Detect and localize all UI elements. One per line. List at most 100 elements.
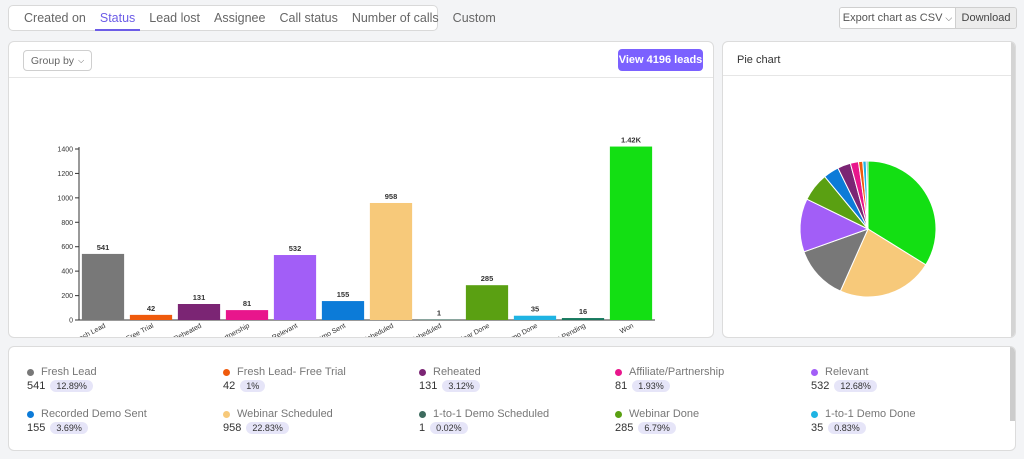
bar-1	[129, 314, 173, 320]
legend-item-header: Relevant	[811, 366, 1001, 378]
pie-slice-1	[839, 228, 927, 298]
y-tick-label: 1400	[57, 147, 73, 154]
data-label: 35	[531, 305, 539, 314]
legend-item-header: Webinar Done	[615, 408, 805, 420]
legend-item[interactable]: Affiliate/Partnership 81 1.93%	[615, 366, 805, 392]
export-format-select[interactable]: Export chart as CSV ⌵	[840, 8, 956, 28]
legend-color-dot	[811, 410, 818, 418]
pie-slice-0	[867, 160, 937, 266]
x-tick-label: Payment Pending	[535, 323, 587, 337]
pie-chart-title: Pie chart	[723, 42, 1015, 76]
legend-item-name: Webinar Scheduled	[237, 408, 333, 420]
legend-color-dot	[27, 368, 34, 376]
scrollbar[interactable]	[1010, 347, 1015, 421]
legend-color-dot	[223, 410, 230, 418]
y-tick-label: 400	[61, 269, 73, 276]
bar-9	[513, 315, 557, 320]
legend-item-name: Fresh Lead	[41, 366, 97, 378]
x-tick-label: Relevant	[271, 323, 299, 337]
data-label: 81	[243, 299, 251, 308]
legend-color-dot	[615, 410, 622, 418]
data-label: 16	[579, 307, 587, 316]
legend-item-count: 81	[615, 380, 628, 392]
tab-lead-lost[interactable]: Lead lost	[149, 11, 201, 25]
legend-color-dot	[419, 368, 426, 376]
bar-chart: 0 200 400 600 800 1000 1200 1400 541 Fresh Lead 42…	[57, 136, 655, 337]
bar-chart-header: Group by ⌵ View 4196 leads	[9, 42, 713, 78]
legend-color-dot	[615, 368, 622, 376]
legend-item-stats: 285 6.79%	[615, 422, 805, 434]
pie-chart	[799, 160, 937, 298]
x-tick-label: Fresh Lead	[72, 323, 107, 337]
legend-item[interactable]: Reheated 131 3.12%	[419, 366, 609, 392]
legend-item-stats: 958 22.83%	[223, 422, 413, 434]
legend-item-header: Recorded Demo Sent	[27, 408, 217, 420]
tab-assignee[interactable]: Assignee	[214, 11, 266, 25]
legend-item[interactable]: Fresh Lead- Free Trial 42 1%	[223, 366, 413, 392]
legend-item-name: Reheated	[433, 366, 481, 378]
legend-item-stats: 1 0.02%	[419, 422, 609, 434]
legend-item[interactable]: Webinar Scheduled 958 22.83%	[223, 408, 413, 434]
legend-item-count: 532	[811, 380, 830, 392]
legend-item-percent-badge: 1%	[240, 380, 266, 392]
legend-item-percent-badge: 12.89%	[50, 380, 93, 392]
download-button[interactable]: Download	[956, 8, 1016, 28]
legend-item-count: 541	[27, 380, 46, 392]
tab-call-status[interactable]: Call status	[279, 11, 338, 25]
x-tick-label: Won	[619, 323, 635, 336]
y-tick-label: 600	[61, 244, 73, 251]
legend-item[interactable]: 1-to-1 Demo Done 35 0.83%	[811, 408, 1001, 434]
legend-item-count: 958	[223, 422, 242, 434]
tab-number-of-calls[interactable]: Number of calls	[351, 11, 439, 25]
bar-chart-panel: Group by ⌵ View 4196 leads 0 200 400 600 800…	[8, 41, 714, 338]
legend-item-stats: 131 3.12%	[419, 380, 609, 392]
legend-item[interactable]: 1-to-1 Demo Scheduled 1 0.02%	[419, 408, 609, 434]
legend-color-dot	[27, 410, 34, 418]
tab-custom[interactable]: Custom	[452, 11, 496, 25]
legend-item[interactable]: Webinar Done 285 6.79%	[615, 408, 805, 434]
legend-item[interactable]: Fresh Lead 541 12.89%	[27, 366, 217, 392]
x-tick-label: Reheated	[173, 323, 203, 337]
legend-color-dot	[811, 368, 818, 376]
legend-item-percent-badge: 0.02%	[430, 422, 468, 434]
legend-item-stats: 35 0.83%	[811, 422, 1001, 434]
bar-5	[321, 301, 365, 320]
pie-chart-panel: Pie chart	[722, 41, 1016, 338]
data-label: 532	[289, 244, 302, 253]
legend-item-name: 1-to-1 Demo Done	[825, 408, 916, 420]
chevron-down-icon: ⌵	[945, 12, 953, 23]
legend-item-count: 155	[27, 422, 46, 434]
data-label: 42	[147, 304, 155, 313]
bar-0	[81, 253, 125, 320]
view-leads-button[interactable]: View 4196 leads	[618, 49, 703, 71]
group-by-dropdown[interactable]: Group by ⌵	[23, 50, 92, 71]
legend-item-percent-badge: 1.93%	[632, 380, 670, 392]
legend-item-percent-badge: 3.69%	[50, 422, 88, 434]
legend-item-name: Recorded Demo Sent	[41, 408, 147, 420]
export-controls: Export chart as CSV ⌵ Download	[839, 7, 1017, 29]
legend-item-header: Reheated	[419, 366, 609, 378]
bar-10	[561, 318, 605, 320]
legend-item-stats: 541 12.89%	[27, 380, 217, 392]
scrollbar[interactable]	[1011, 42, 1015, 337]
x-tick-label: Affiliate/Partnership	[194, 323, 251, 337]
data-label: 1.42K	[621, 136, 642, 145]
legend-item-name: Affiliate/Partnership	[629, 366, 725, 378]
legend-item-header: Fresh Lead	[27, 366, 217, 378]
legend-item[interactable]: Recorded Demo Sent 155 3.69%	[27, 408, 217, 434]
data-label: 541	[97, 243, 110, 252]
legend-item-header: Fresh Lead- Free Trial	[223, 366, 413, 378]
legend-item-count: 1	[419, 422, 426, 434]
y-tick-label: 0	[69, 318, 73, 325]
x-tick-label: 1-to-1 Demo Done	[485, 323, 539, 337]
legend-panel: Fresh Lead 541 12.89% Fresh Lead- Free Tria…	[8, 346, 1016, 451]
legend-item[interactable]: Relevant 532 12.68%	[811, 366, 1001, 392]
group-by-label: Group by	[30, 54, 75, 67]
legend-item-percent-badge: 0.83%	[828, 422, 866, 434]
y-tick-label: 1200	[57, 171, 73, 178]
legend-item-stats: 42 1%	[223, 380, 413, 392]
tab-created-on[interactable]: Created on	[24, 11, 86, 25]
legend-color-dot	[419, 410, 426, 418]
tab-status[interactable]: Status	[93, 6, 142, 31]
chevron-down-icon: ⌵	[78, 55, 85, 65]
